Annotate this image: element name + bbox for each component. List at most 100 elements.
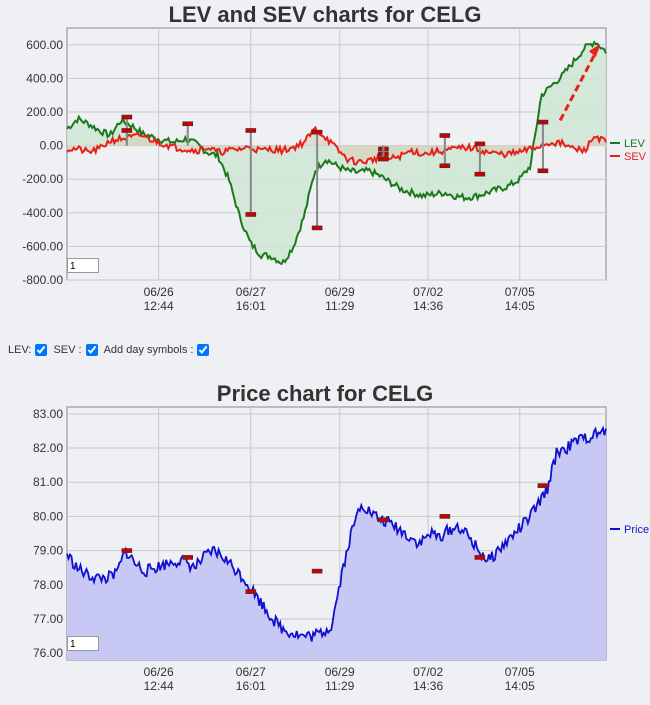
day-marker bbox=[474, 555, 486, 560]
x-tick-time: 14:36 bbox=[413, 679, 443, 693]
sev-checkbox-label: SEV : bbox=[53, 344, 82, 356]
bottom-zoom-input[interactable]: 1 bbox=[67, 636, 99, 651]
day-marker-head bbox=[182, 555, 194, 560]
sev-checkbox[interactable] bbox=[85, 344, 98, 356]
chart-controls: LEV: SEV : Add day symbols : bbox=[8, 344, 213, 356]
day-marker-head bbox=[378, 156, 389, 162]
y-tick-label: 400.00 bbox=[26, 71, 63, 85]
y-tick-label: 80.00 bbox=[33, 509, 63, 523]
day-marker bbox=[439, 133, 451, 146]
day-marker bbox=[474, 145, 486, 177]
y-tick-label: 83.00 bbox=[33, 407, 63, 421]
day-marker bbox=[245, 589, 257, 594]
y-tick-label: 78.00 bbox=[33, 578, 63, 592]
sev-line bbox=[66, 125, 607, 166]
x-tick-time: 12:44 bbox=[144, 299, 174, 313]
day-marker-head bbox=[537, 119, 549, 125]
day-marker bbox=[537, 119, 549, 146]
day-marker bbox=[121, 128, 133, 146]
day-marker bbox=[311, 568, 323, 574]
day-marker-head bbox=[182, 121, 194, 127]
x-tick-time: 14:05 bbox=[505, 299, 535, 313]
day-marker bbox=[378, 517, 389, 523]
x-tick-time: 14:36 bbox=[413, 299, 443, 313]
y-tick-label: 82.00 bbox=[33, 441, 63, 455]
lev-line bbox=[66, 40, 607, 266]
x-tick-time: 12:44 bbox=[144, 679, 174, 693]
day-marker bbox=[378, 145, 389, 162]
day-marker bbox=[245, 128, 257, 146]
y-tick-label: 81.00 bbox=[33, 475, 63, 489]
day-symbols-checkbox[interactable] bbox=[197, 344, 210, 356]
legend-price-label: Price bbox=[624, 524, 649, 536]
x-tick-time: 16:01 bbox=[236, 299, 266, 313]
bottom-chart-title: Price chart for CELG bbox=[216, 381, 434, 406]
x-tick-date: 07/05 bbox=[505, 285, 535, 299]
x-tick-date: 07/02 bbox=[413, 665, 443, 679]
y-tick-label: 79.00 bbox=[33, 544, 63, 558]
y-tick-label: -600.00 bbox=[22, 239, 63, 253]
y-tick-label: 76.00 bbox=[33, 646, 63, 660]
day-marker bbox=[245, 145, 257, 217]
trend-arrow-head bbox=[588, 44, 600, 58]
day-marker-head bbox=[537, 483, 549, 488]
lev-checkbox-label: LEV: bbox=[8, 344, 32, 356]
day-marker-head bbox=[311, 225, 323, 231]
day-marker-head bbox=[378, 517, 389, 523]
x-tick-time: 11:29 bbox=[325, 299, 354, 313]
day-marker-head bbox=[474, 171, 486, 177]
day-marker bbox=[311, 145, 323, 231]
x-tick-date: 06/29 bbox=[325, 665, 355, 679]
y-tick-label: -400.00 bbox=[22, 206, 63, 220]
lev-checkbox[interactable] bbox=[35, 344, 48, 356]
y-tick-label: 600.00 bbox=[26, 38, 63, 52]
day-marker bbox=[121, 548, 133, 553]
day-marker bbox=[182, 121, 194, 146]
top-chart-title: LEV and SEV charts for CELG bbox=[168, 2, 482, 27]
day-marker-head bbox=[311, 129, 323, 135]
x-tick-date: 06/26 bbox=[144, 665, 174, 679]
x-tick-date: 07/02 bbox=[413, 285, 443, 299]
day-marker bbox=[311, 129, 323, 146]
day-marker-head bbox=[245, 589, 257, 594]
day-marker-head bbox=[121, 548, 133, 553]
y-tick-label: -200.00 bbox=[22, 172, 63, 186]
x-tick-date: 06/26 bbox=[144, 285, 174, 299]
lev-area bbox=[67, 42, 606, 264]
trend-arrow-line bbox=[558, 47, 600, 122]
day-marker bbox=[537, 483, 549, 488]
day-marker bbox=[537, 145, 549, 174]
day-marker-head bbox=[121, 114, 133, 120]
x-tick-date: 06/27 bbox=[236, 665, 266, 679]
price-line bbox=[66, 425, 607, 642]
lev-sev-chart: 600.00 400.00 200.00 0.00 -200.00 -400.00 -600… bbox=[22, 27, 647, 313]
day-marker-head bbox=[474, 555, 486, 560]
legend-sev-label: SEV bbox=[624, 151, 647, 163]
day-marker-head bbox=[245, 128, 257, 133]
day-marker bbox=[182, 555, 194, 560]
y-tick-label: -800.00 bbox=[22, 273, 63, 287]
day-marker-head bbox=[537, 168, 549, 174]
bottom-legend: Price bbox=[610, 524, 649, 536]
day-marker bbox=[439, 514, 451, 519]
day-symbols-checkbox-label: Add day symbols : bbox=[103, 344, 194, 356]
x-tick-date: 06/27 bbox=[236, 285, 266, 299]
price-area bbox=[67, 428, 606, 660]
x-tick-time: 16:01 bbox=[236, 679, 266, 693]
y-tick-label: 200.00 bbox=[26, 105, 63, 119]
y-tick-label: 77.00 bbox=[33, 612, 63, 626]
x-tick-time: 11:29 bbox=[325, 679, 354, 693]
y-tick-label: 0.00 bbox=[40, 139, 64, 153]
day-marker-head bbox=[439, 133, 451, 138]
day-marker-head bbox=[245, 212, 257, 217]
x-tick-time: 14:05 bbox=[505, 679, 535, 693]
day-marker-head bbox=[121, 128, 133, 133]
legend-lev-label: LEV bbox=[624, 138, 645, 150]
day-marker-head bbox=[439, 514, 451, 519]
day-marker-head bbox=[311, 568, 323, 574]
x-tick-date: 07/05 bbox=[505, 665, 535, 679]
top-zoom-input[interactable]: 1 bbox=[67, 258, 99, 273]
day-marker-head bbox=[439, 163, 451, 169]
